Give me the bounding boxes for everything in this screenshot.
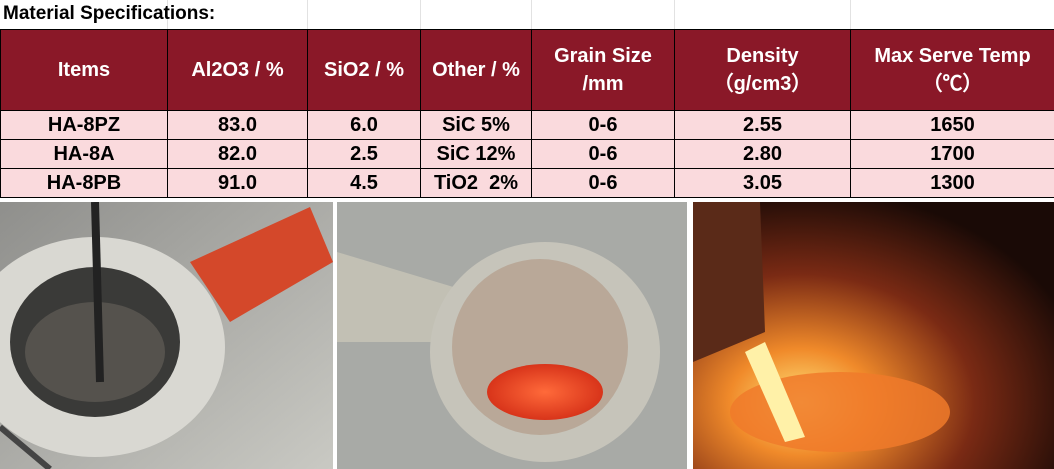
grid-line (674, 0, 675, 29)
cell: 1700 (850, 139, 1054, 169)
header-cell: Other / % (420, 29, 532, 111)
header-cell: Al2O3 / % (167, 29, 308, 111)
grid-line (420, 0, 421, 29)
cell: 0-6 (531, 168, 675, 198)
spec-table: Items Al2O3 / % SiO2 / % Other / % Grain Siz… (0, 29, 1054, 198)
cell: HA-8PZ (0, 110, 168, 140)
header-cell: Items (0, 29, 168, 111)
header-line: Al2O3 / % (191, 59, 284, 81)
header-line: Items (57, 59, 111, 81)
cell: 3.05 (674, 168, 851, 198)
cell: 91.0 (167, 168, 308, 198)
cell: 1300 (850, 168, 1054, 198)
cell: 2.80 (674, 139, 851, 169)
cell: SiC 5% (420, 110, 532, 140)
grid-line (167, 0, 168, 29)
cell: 82.0 (167, 139, 308, 169)
header-line: /mm (582, 73, 624, 95)
cell: 2.5 (307, 139, 421, 169)
cell: 0-6 (531, 110, 675, 140)
cell: 6.0 (307, 110, 421, 140)
grid-line (531, 0, 532, 29)
header-line: Max Serve Temp (874, 45, 1031, 67)
header-line: Density (726, 45, 799, 67)
header-line: （℃） (922, 73, 983, 95)
grid-line (307, 0, 308, 29)
header-line: Other / % (432, 59, 520, 81)
header-cell: Density （g/cm3） (674, 29, 851, 111)
header-row: Items Al2O3 / % SiO2 / % Other / % Grain Siz… (0, 29, 1054, 111)
photo-pouring (693, 202, 1054, 469)
data-row: HA-8A 82.0 2.5 SiC 12% 0-6 2.80 1700 (0, 139, 1054, 169)
photo-crucible (337, 202, 687, 469)
header-line: SiO2 / % (323, 59, 405, 81)
photo-furnace (0, 202, 333, 469)
photos (0, 202, 1054, 469)
cell: SiC 12% (420, 139, 532, 169)
header-line: （g/cm3） (713, 73, 812, 95)
cell: 0-6 (531, 139, 675, 169)
grid-line (850, 0, 851, 29)
title: Material Specifications: (3, 3, 216, 24)
cell: HA-8A (0, 139, 168, 169)
data-row: HA-8PB 91.0 4.5 TiO2 2% 0-6 3.05 1300 (0, 168, 1054, 198)
header-line: Grain Size (554, 45, 652, 67)
header-cell: SiO2 / % (307, 29, 421, 111)
cell: 4.5 (307, 168, 421, 198)
cell: HA-8PB (0, 168, 168, 198)
cell: 83.0 (167, 110, 308, 140)
header-cell: Max Serve Temp （℃） (850, 29, 1054, 111)
data-row: HA-8PZ 83.0 6.0 SiC 5% 0-6 2.55 1650 (0, 110, 1054, 140)
cell: 2.55 (674, 110, 851, 140)
header-cell: Grain Size/mm (531, 29, 675, 111)
cell: 1650 (850, 110, 1054, 140)
cell: TiO2 2% (420, 168, 532, 198)
